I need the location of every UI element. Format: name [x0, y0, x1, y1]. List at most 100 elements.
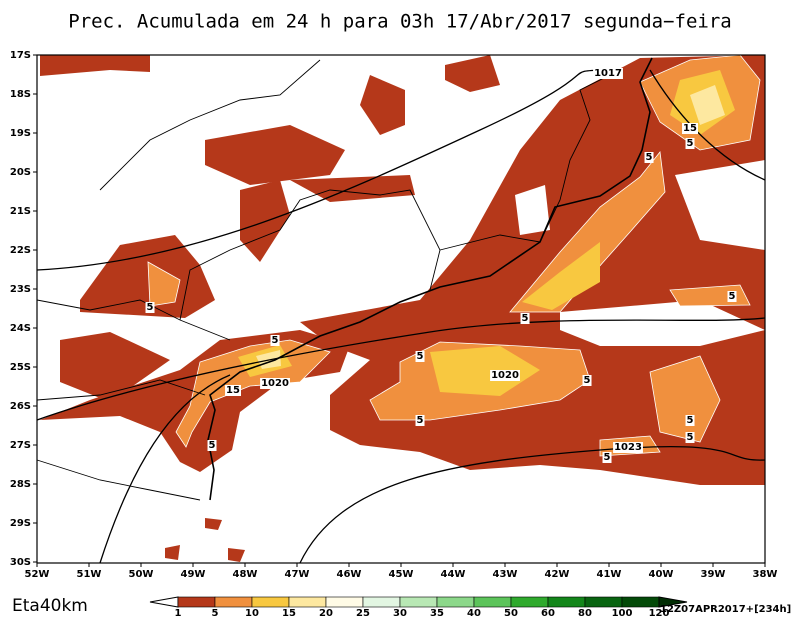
contour-label: 1023 — [614, 442, 642, 453]
geography — [36, 57, 653, 501]
lat-label: 21S — [10, 206, 31, 217]
colorbar-box — [584, 596, 623, 608]
colorbar-label: 15 — [282, 608, 296, 618]
map: 17S 18S 19S 20S 21S 22S 23S 24S 25S 26S 27S 28S 29S 3… — [10, 50, 778, 580]
lat-label: 24S — [10, 323, 31, 334]
contour-label-bg — [593, 68, 623, 79]
contour-label-bg — [685, 415, 695, 426]
contour-label: 1020 — [261, 378, 289, 389]
lon-label: 42W — [545, 569, 570, 580]
contour-label-bg — [685, 432, 695, 443]
colorbar-label: 1 — [175, 608, 182, 618]
isobars — [36, 69, 766, 564]
contour-label: 15 — [683, 123, 697, 134]
lon-label: 45W — [389, 569, 414, 580]
contour-label: 5 — [209, 440, 216, 451]
colorbar-box — [510, 596, 549, 608]
contour-label-bg — [685, 138, 695, 149]
contour-label-bg — [415, 351, 425, 362]
contour-label: 1020 — [491, 370, 519, 381]
lat-label: 28S — [10, 479, 31, 490]
contour-label: 5 — [729, 291, 736, 302]
lon-label: 41W — [597, 569, 622, 580]
contour-label: 5 — [147, 302, 154, 313]
colorbar-box — [473, 596, 512, 608]
colorbar-label: 60 — [541, 608, 555, 618]
lat-label: 30S — [10, 557, 31, 568]
contour-label-bg — [727, 291, 737, 302]
contour-label-bg — [682, 123, 698, 134]
contour-label: 5 — [417, 351, 424, 362]
colorbar-box — [251, 596, 290, 608]
contour-label: 5 — [584, 375, 591, 386]
lon-label: 40W — [649, 569, 674, 580]
lon-label: 51W — [77, 569, 102, 580]
colorbar-box — [621, 596, 660, 608]
contour-label-bg — [602, 452, 612, 463]
colorbar-label: 5 — [212, 608, 219, 618]
colorbar-box — [399, 596, 438, 608]
lon-label: 47W — [285, 569, 310, 580]
colorbar-label: 40 — [467, 608, 481, 618]
colorbar-box — [325, 596, 364, 608]
contour-label-bg — [207, 440, 217, 451]
lat-label: 26S — [10, 401, 31, 412]
colorbar-label: 100 — [612, 608, 633, 618]
colorbar-box — [288, 596, 327, 608]
colorbar-end — [149, 596, 179, 608]
colorbar-box — [436, 596, 475, 608]
lon-label: 39W — [701, 569, 726, 580]
contour-label-bg — [490, 370, 520, 381]
contour-label: 5 — [687, 432, 694, 443]
lon-label: 38W — [753, 569, 778, 580]
lat-label: 17S — [10, 50, 31, 61]
contour-label-bg — [644, 152, 654, 163]
model-name: Eta40km — [12, 596, 88, 616]
colorbar-label: 25 — [356, 608, 370, 618]
lat-label: 20S — [10, 167, 31, 178]
contour-label: 1017 — [594, 68, 622, 79]
lon-label: 49W — [181, 569, 206, 580]
contour-label: 5 — [646, 152, 653, 163]
run-info: 12Z07APR2017+[234h] — [660, 604, 791, 615]
lat-label: 27S — [10, 440, 31, 451]
colorbar-label: 20 — [319, 608, 333, 618]
contour-label: 5 — [687, 415, 694, 426]
contour-label-bg — [260, 378, 290, 389]
lat-label: 19S — [10, 128, 31, 139]
lon-label: 44W — [441, 569, 466, 580]
contour-label-bg — [582, 375, 592, 386]
colorbar: 1 5 10 15 20 25 30 35 40 50 60 80 100 120 — [149, 596, 688, 618]
lon-label: 52W — [25, 569, 50, 580]
contour-label-bg — [145, 302, 155, 313]
lat-label: 23S — [10, 284, 31, 295]
colorbar-label: 50 — [504, 608, 518, 618]
lon-label: 50W — [129, 569, 154, 580]
colorbar-label: 120 — [649, 608, 670, 618]
contour-label: 5 — [522, 313, 529, 324]
lon-label: 46W — [337, 569, 362, 580]
colorbar-label: 30 — [393, 608, 407, 618]
colorbar-label: 10 — [245, 608, 259, 618]
lat-label: 25S — [10, 362, 31, 373]
contour-label: 5 — [417, 415, 424, 426]
lon-label: 48W — [233, 569, 258, 580]
colorbar-end — [658, 596, 688, 608]
contour-label-bg — [415, 415, 425, 426]
contour-label: 15 — [226, 385, 240, 396]
lat-label: 22S — [10, 245, 31, 256]
contour-label: 5 — [604, 452, 611, 463]
colorbar-box — [362, 596, 401, 608]
contour-label-bg — [270, 335, 280, 346]
lat-label: 18S — [10, 89, 31, 100]
contour-label-bg — [225, 385, 241, 396]
colorbar-box — [547, 596, 586, 608]
lat-label: 29S — [10, 518, 31, 529]
colorbar-label: 80 — [578, 608, 592, 618]
contour-label: 5 — [272, 335, 279, 346]
title: Prec. Acumulada em 24 h para 03h 17/Abr/… — [68, 11, 731, 33]
colorbar-box — [177, 596, 216, 608]
lon-label: 43W — [493, 569, 518, 580]
colorbar-label: 35 — [430, 608, 444, 618]
